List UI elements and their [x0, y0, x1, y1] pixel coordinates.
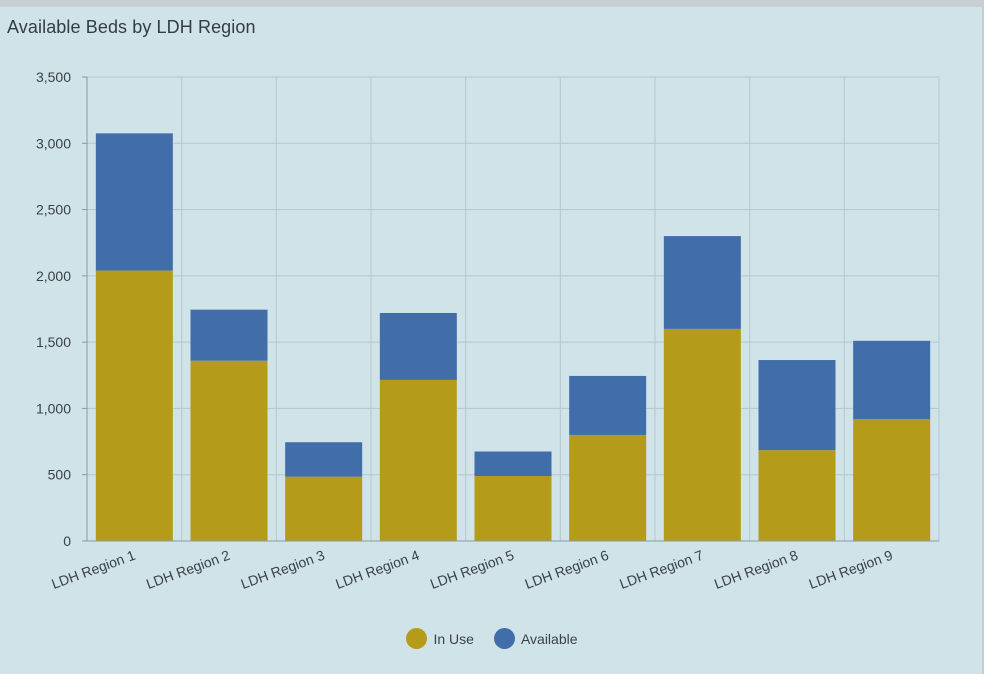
bar-available: [190, 309, 268, 361]
top-bar: [0, 0, 984, 7]
y-tick-label: 1,500: [36, 334, 71, 350]
x-tick-label: LDH Region 9: [807, 547, 895, 592]
bar-available: [663, 236, 741, 329]
bar-in-use: [853, 419, 931, 541]
y-tick-label: 500: [48, 467, 72, 483]
legend-label: In Use: [433, 630, 474, 647]
bar-in-use: [758, 450, 836, 541]
legend-item-available[interactable]: Available: [493, 628, 578, 649]
x-tick-label: LDH Region 1: [49, 547, 137, 592]
legend-item-in-use[interactable]: In Use: [406, 628, 474, 649]
bar-in-use: [474, 476, 552, 541]
bar-in-use: [663, 328, 741, 541]
x-tick-label: LDH Region 5: [428, 547, 516, 592]
x-tick-label: LDH Region 2: [144, 547, 232, 592]
x-tick-label: LDH Region 3: [239, 547, 327, 592]
bar-available: [285, 442, 363, 477]
bar-available: [758, 360, 836, 451]
y-tick-label: 2,000: [36, 268, 71, 284]
bar-available: [95, 133, 173, 271]
y-tick-label: 2,500: [36, 202, 71, 218]
x-tick-label: LDH Region 6: [523, 547, 611, 592]
y-tick-label: 1,000: [36, 400, 71, 416]
bar-in-use: [190, 360, 268, 541]
bar-in-use: [285, 476, 363, 541]
x-tick-label: LDH Region 4: [333, 547, 421, 592]
legend-swatch: [493, 628, 515, 649]
bar-in-use: [569, 434, 647, 541]
y-tick-label: 3,000: [36, 135, 71, 151]
chart-legend: In Use Available: [0, 628, 984, 649]
x-tick-label: LDH Region 7: [617, 547, 705, 592]
chart-title: Available Beds by LDH Region: [7, 17, 256, 37]
bar-in-use: [95, 270, 173, 541]
y-tick-label: 0: [63, 533, 71, 549]
bar-available: [474, 451, 552, 477]
y-tick-label: 3,500: [36, 69, 71, 85]
x-tick-label: LDH Region 8: [712, 547, 800, 592]
bar-available: [853, 340, 931, 420]
bar-available: [379, 312, 457, 380]
bar-available: [569, 375, 647, 435]
legend-swatch: [406, 628, 428, 649]
bar-in-use: [379, 379, 457, 541]
legend-label: Available: [520, 630, 578, 647]
